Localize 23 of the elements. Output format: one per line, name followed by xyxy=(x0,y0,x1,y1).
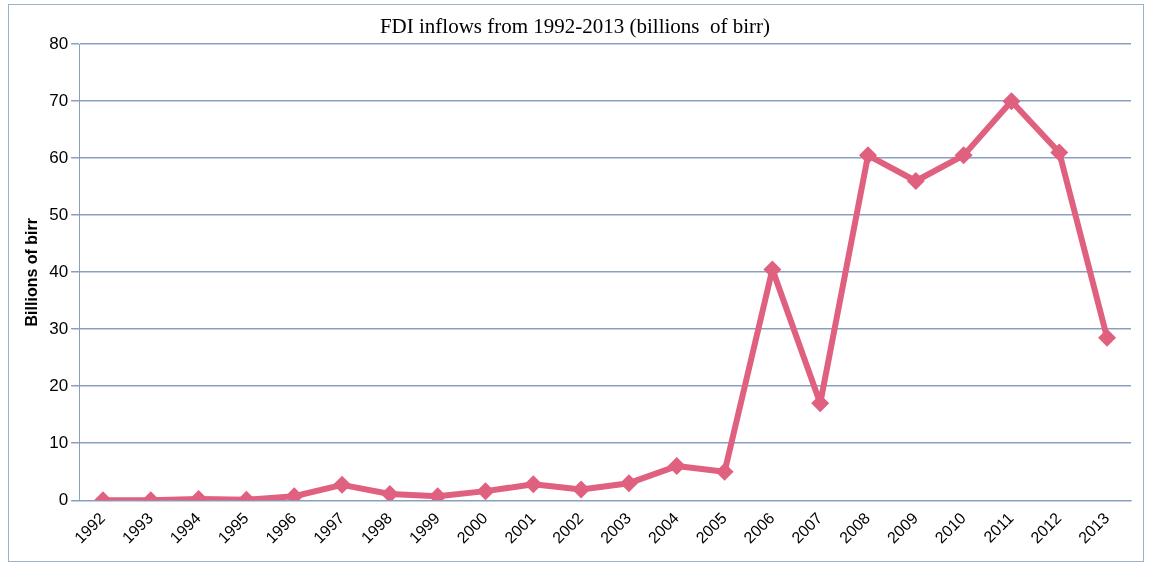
point xyxy=(1050,143,1069,162)
y-tick-label: 10 xyxy=(49,432,69,452)
y-tick-label: 0 xyxy=(58,489,69,509)
point xyxy=(380,484,399,501)
point xyxy=(333,475,352,494)
y-tick-label: 20 xyxy=(49,375,69,395)
point xyxy=(619,474,638,493)
point xyxy=(859,146,878,165)
point xyxy=(667,457,686,476)
y-axis-title: Billions of birr xyxy=(23,218,41,327)
point xyxy=(1002,92,1021,111)
point xyxy=(715,462,734,481)
y-tick-label: 80 xyxy=(49,33,69,53)
point xyxy=(1098,328,1117,347)
y-tick-label: 70 xyxy=(49,90,69,110)
point xyxy=(572,480,591,499)
y-tick-label: 60 xyxy=(49,147,69,167)
y-tick-label: 40 xyxy=(49,261,69,281)
y-tick-label: 50 xyxy=(49,204,69,224)
chart-title: FDI inflows from 1992-2013 (billions of birr) xyxy=(379,14,771,39)
point xyxy=(906,172,925,191)
y-tick-label: 30 xyxy=(49,318,69,338)
point xyxy=(954,146,973,165)
